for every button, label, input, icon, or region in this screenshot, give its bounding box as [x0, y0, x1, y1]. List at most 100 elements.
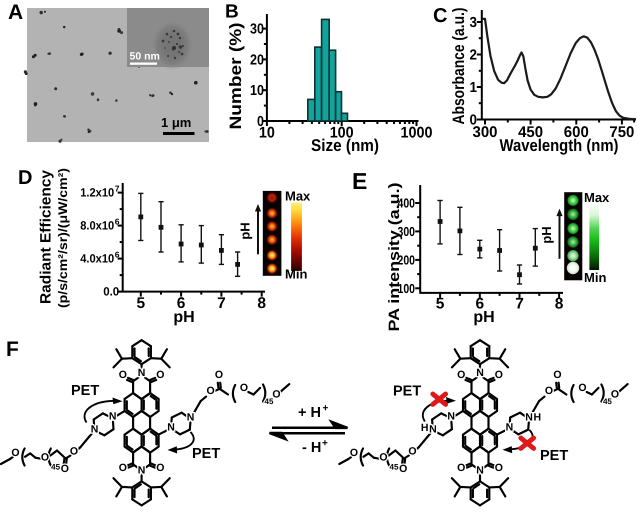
svg-text:+: +: [322, 438, 328, 449]
svg-text:Max: Max: [584, 190, 610, 205]
svg-text:O: O: [207, 385, 215, 397]
svg-text:10: 10: [250, 83, 264, 99]
svg-text:PET: PET: [393, 384, 421, 400]
svg-text:Max: Max: [285, 189, 311, 204]
svg-text:pH: pH: [539, 226, 554, 243]
svg-text:O: O: [240, 382, 248, 394]
svg-text:300: 300: [398, 224, 416, 239]
svg-text:20: 20: [250, 52, 264, 68]
svg-text:H: H: [421, 422, 429, 434]
svg-text:O: O: [156, 462, 164, 474]
svg-text:Wavelength (nm): Wavelength (nm): [500, 136, 619, 155]
svg-text:5: 5: [436, 296, 445, 313]
svg-text:45: 45: [265, 397, 274, 406]
svg-text:N: N: [138, 367, 146, 379]
svg-text:6: 6: [115, 250, 120, 260]
svg-text:E: E: [352, 168, 367, 194]
svg-text:O: O: [61, 463, 69, 475]
svg-text:O: O: [611, 389, 619, 401]
svg-text:0.0: 0.0: [103, 285, 119, 299]
svg-text:Number (%): Number (%): [227, 23, 245, 130]
svg-text:O: O: [350, 447, 358, 459]
svg-text:O: O: [495, 369, 503, 381]
svg-text:pH: pH: [238, 222, 253, 239]
svg-text:pH: pH: [473, 309, 494, 326]
svg-text:4.0x10: 4.0x10: [80, 252, 114, 266]
svg-text:45: 45: [51, 463, 60, 472]
svg-text:1: 1: [470, 80, 478, 96]
svg-text:O: O: [495, 462, 503, 474]
svg-text:O: O: [215, 369, 223, 381]
svg-text:D: D: [18, 167, 32, 189]
svg-text:O: O: [119, 462, 127, 474]
svg-text:O: O: [41, 452, 49, 464]
svg-text:N: N: [167, 421, 175, 433]
svg-text:Min: Min: [285, 267, 307, 282]
svg-text:PET: PET: [192, 446, 220, 462]
svg-text:100: 100: [398, 281, 416, 296]
svg-text:Min: Min: [584, 270, 606, 285]
svg-text:400: 400: [398, 196, 416, 211]
svg-text:6: 6: [177, 295, 186, 312]
svg-text:O: O: [553, 369, 561, 381]
svg-text:+ H: + H: [298, 405, 321, 421]
svg-text:Radiant Efficiency: Radiant Efficiency: [38, 169, 55, 304]
svg-text:O: O: [545, 385, 553, 397]
svg-text:45: 45: [603, 397, 612, 406]
svg-text:B: B: [225, 2, 239, 23]
svg-text:N: N: [429, 424, 437, 436]
svg-text:N: N: [138, 464, 146, 476]
svg-text:O: O: [457, 369, 465, 381]
svg-text:7: 7: [115, 184, 120, 194]
svg-text:N: N: [91, 424, 99, 436]
svg-text:600: 600: [564, 124, 589, 141]
svg-text:N: N: [476, 464, 484, 476]
svg-text:O: O: [399, 463, 407, 475]
svg-text:1000: 1000: [401, 125, 433, 142]
svg-text:0: 0: [257, 114, 264, 130]
svg-text:10: 10: [259, 125, 275, 142]
svg-text:Absorbance (a.u.): Absorbance (a.u.): [450, 8, 468, 125]
svg-text:30: 30: [250, 22, 264, 38]
svg-text:H: H: [534, 411, 542, 423]
svg-text:F: F: [6, 338, 19, 361]
svg-text:8.0x10: 8.0x10: [80, 219, 114, 233]
svg-text:PET: PET: [71, 383, 99, 399]
svg-text:300: 300: [473, 124, 498, 141]
svg-text:O: O: [578, 382, 586, 394]
svg-text:1 μm: 1 μm: [161, 115, 191, 130]
svg-text:A: A: [8, 1, 23, 24]
svg-text:5: 5: [136, 295, 145, 312]
svg-text:750: 750: [609, 124, 634, 141]
svg-text:8: 8: [257, 295, 266, 312]
svg-text:Size (nm): Size (nm): [311, 136, 379, 155]
svg-text:O: O: [457, 462, 465, 474]
svg-text:PET: PET: [540, 448, 568, 464]
svg-text:7: 7: [515, 296, 524, 313]
svg-text:N: N: [447, 411, 455, 423]
svg-text:N: N: [109, 411, 117, 423]
svg-text:50 nm: 50 nm: [130, 51, 160, 63]
svg-text:1.2x10: 1.2x10: [80, 186, 114, 200]
svg-text:8: 8: [555, 296, 564, 313]
svg-text:pH: pH: [173, 309, 194, 326]
svg-text:3: 3: [470, 15, 478, 31]
svg-text:0: 0: [470, 113, 478, 129]
svg-text:- H: - H: [302, 440, 321, 456]
svg-text:6: 6: [475, 296, 484, 313]
svg-text:O: O: [11, 447, 19, 459]
svg-text:7: 7: [217, 295, 226, 312]
svg-text:PA intensity (a.u.): PA intensity (a.u.): [386, 183, 403, 332]
svg-text:O: O: [156, 369, 164, 381]
svg-text:O: O: [272, 389, 280, 401]
svg-text:(p/s/cm²/sr)/(μW/cm²): (p/s/cm²/sr)/(μW/cm²): [56, 168, 70, 308]
svg-text:O: O: [408, 445, 416, 457]
svg-text:100: 100: [330, 125, 354, 142]
svg-text:O: O: [70, 445, 78, 457]
svg-text:O: O: [119, 369, 127, 381]
svg-text:N: N: [476, 367, 484, 379]
svg-text:+: +: [323, 403, 329, 414]
svg-text:O: O: [379, 452, 387, 464]
svg-text:6: 6: [115, 217, 120, 227]
svg-text:N: N: [525, 411, 533, 423]
